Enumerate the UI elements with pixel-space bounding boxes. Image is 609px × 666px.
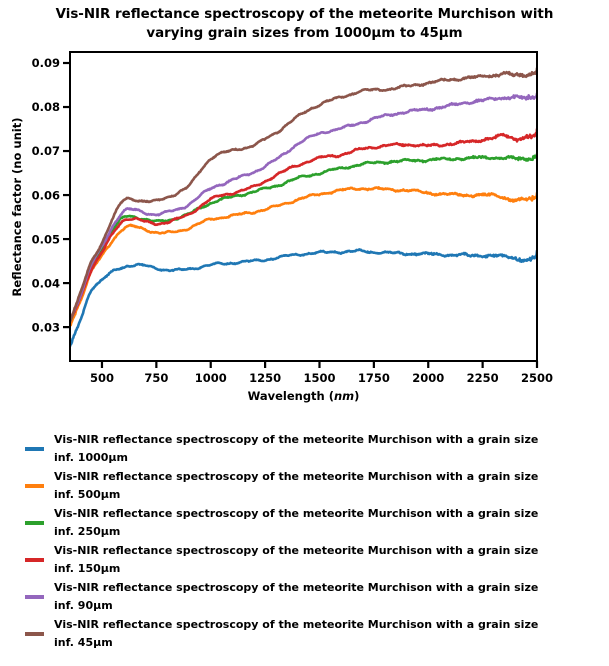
legend-swatch: [25, 521, 44, 525]
x-axis-label-prefix: Wavelength (: [247, 389, 334, 403]
legend-label: Vis-NIR reflectance spectroscopy of the …: [54, 470, 539, 501]
x-tick-label: 2500: [521, 371, 553, 385]
legend-item: Vis-NIR reflectance spectroscopy of the …: [25, 431, 538, 467]
legend-item: Vis-NIR reflectance spectroscopy of the …: [25, 542, 538, 578]
legend-swatch: [25, 558, 44, 562]
x-tick-label: 500: [90, 371, 114, 385]
y-tick-label: 0.06: [32, 188, 60, 202]
series-line-45μm: [70, 66, 537, 323]
legend-label: Vis-NIR reflectance spectroscopy of the …: [54, 618, 539, 649]
y-tick-label: 0.07: [32, 144, 60, 158]
x-tick-label: 750: [144, 371, 168, 385]
legend-item: Vis-NIR reflectance spectroscopy of the …: [25, 579, 538, 615]
chart-title: Vis-NIR reflectance spectroscopy of the …: [55, 7, 554, 41]
legend-item: Vis-NIR reflectance spectroscopy of the …: [25, 505, 538, 541]
legend-swatch: [25, 447, 44, 451]
y-tick-label: 0.05: [32, 232, 60, 246]
legend-swatch: [25, 595, 44, 599]
y-tick-label: 0.04: [32, 276, 60, 290]
y-tick-label: 0.09: [32, 56, 60, 70]
x-tick-label: 1750: [358, 371, 390, 385]
y-tick-label: 0.08: [32, 100, 60, 114]
legend-swatch: [25, 484, 44, 488]
legend-item: Vis-NIR reflectance spectroscopy of the …: [25, 468, 538, 504]
series-line-500μm: [70, 186, 537, 327]
legend-label: Vis-NIR reflectance spectroscopy of the …: [54, 544, 539, 575]
x-tick-label: 2250: [467, 371, 499, 385]
legend-label: Vis-NIR reflectance spectroscopy of the …: [54, 507, 539, 538]
x-tick-label: 1250: [249, 371, 281, 385]
x-axis-label-unit: nm: [334, 389, 355, 403]
series-line-150μm: [70, 127, 537, 324]
x-tick-label: 2000: [412, 371, 444, 385]
x-tick-label: 1500: [303, 371, 335, 385]
legend-item: Vis-NIR reflectance spectroscopy of the …: [25, 616, 538, 652]
x-tick-label: 1000: [195, 371, 227, 385]
series-line-1000μm: [70, 248, 537, 348]
legend-label: Vis-NIR reflectance spectroscopy of the …: [54, 433, 539, 464]
y-tick-label: 0.03: [32, 320, 60, 334]
legend-label: Vis-NIR reflectance spectroscopy of the …: [54, 581, 539, 612]
x-axis-label-suffix: ): [354, 389, 360, 403]
plot-area: 500 750 1000 1250 1500 1750 2000 2250 2500 0.03 0.…: [32, 51, 553, 385]
legend: Vis-NIR reflectance spectroscopy of the …: [25, 431, 538, 652]
legend-swatch: [25, 632, 44, 636]
series-line-90μm: [70, 92, 537, 323]
series-line-250μm: [70, 152, 537, 323]
x-axis-label: Wavelength (nm): [70, 389, 537, 403]
plot-border: [69, 51, 538, 362]
